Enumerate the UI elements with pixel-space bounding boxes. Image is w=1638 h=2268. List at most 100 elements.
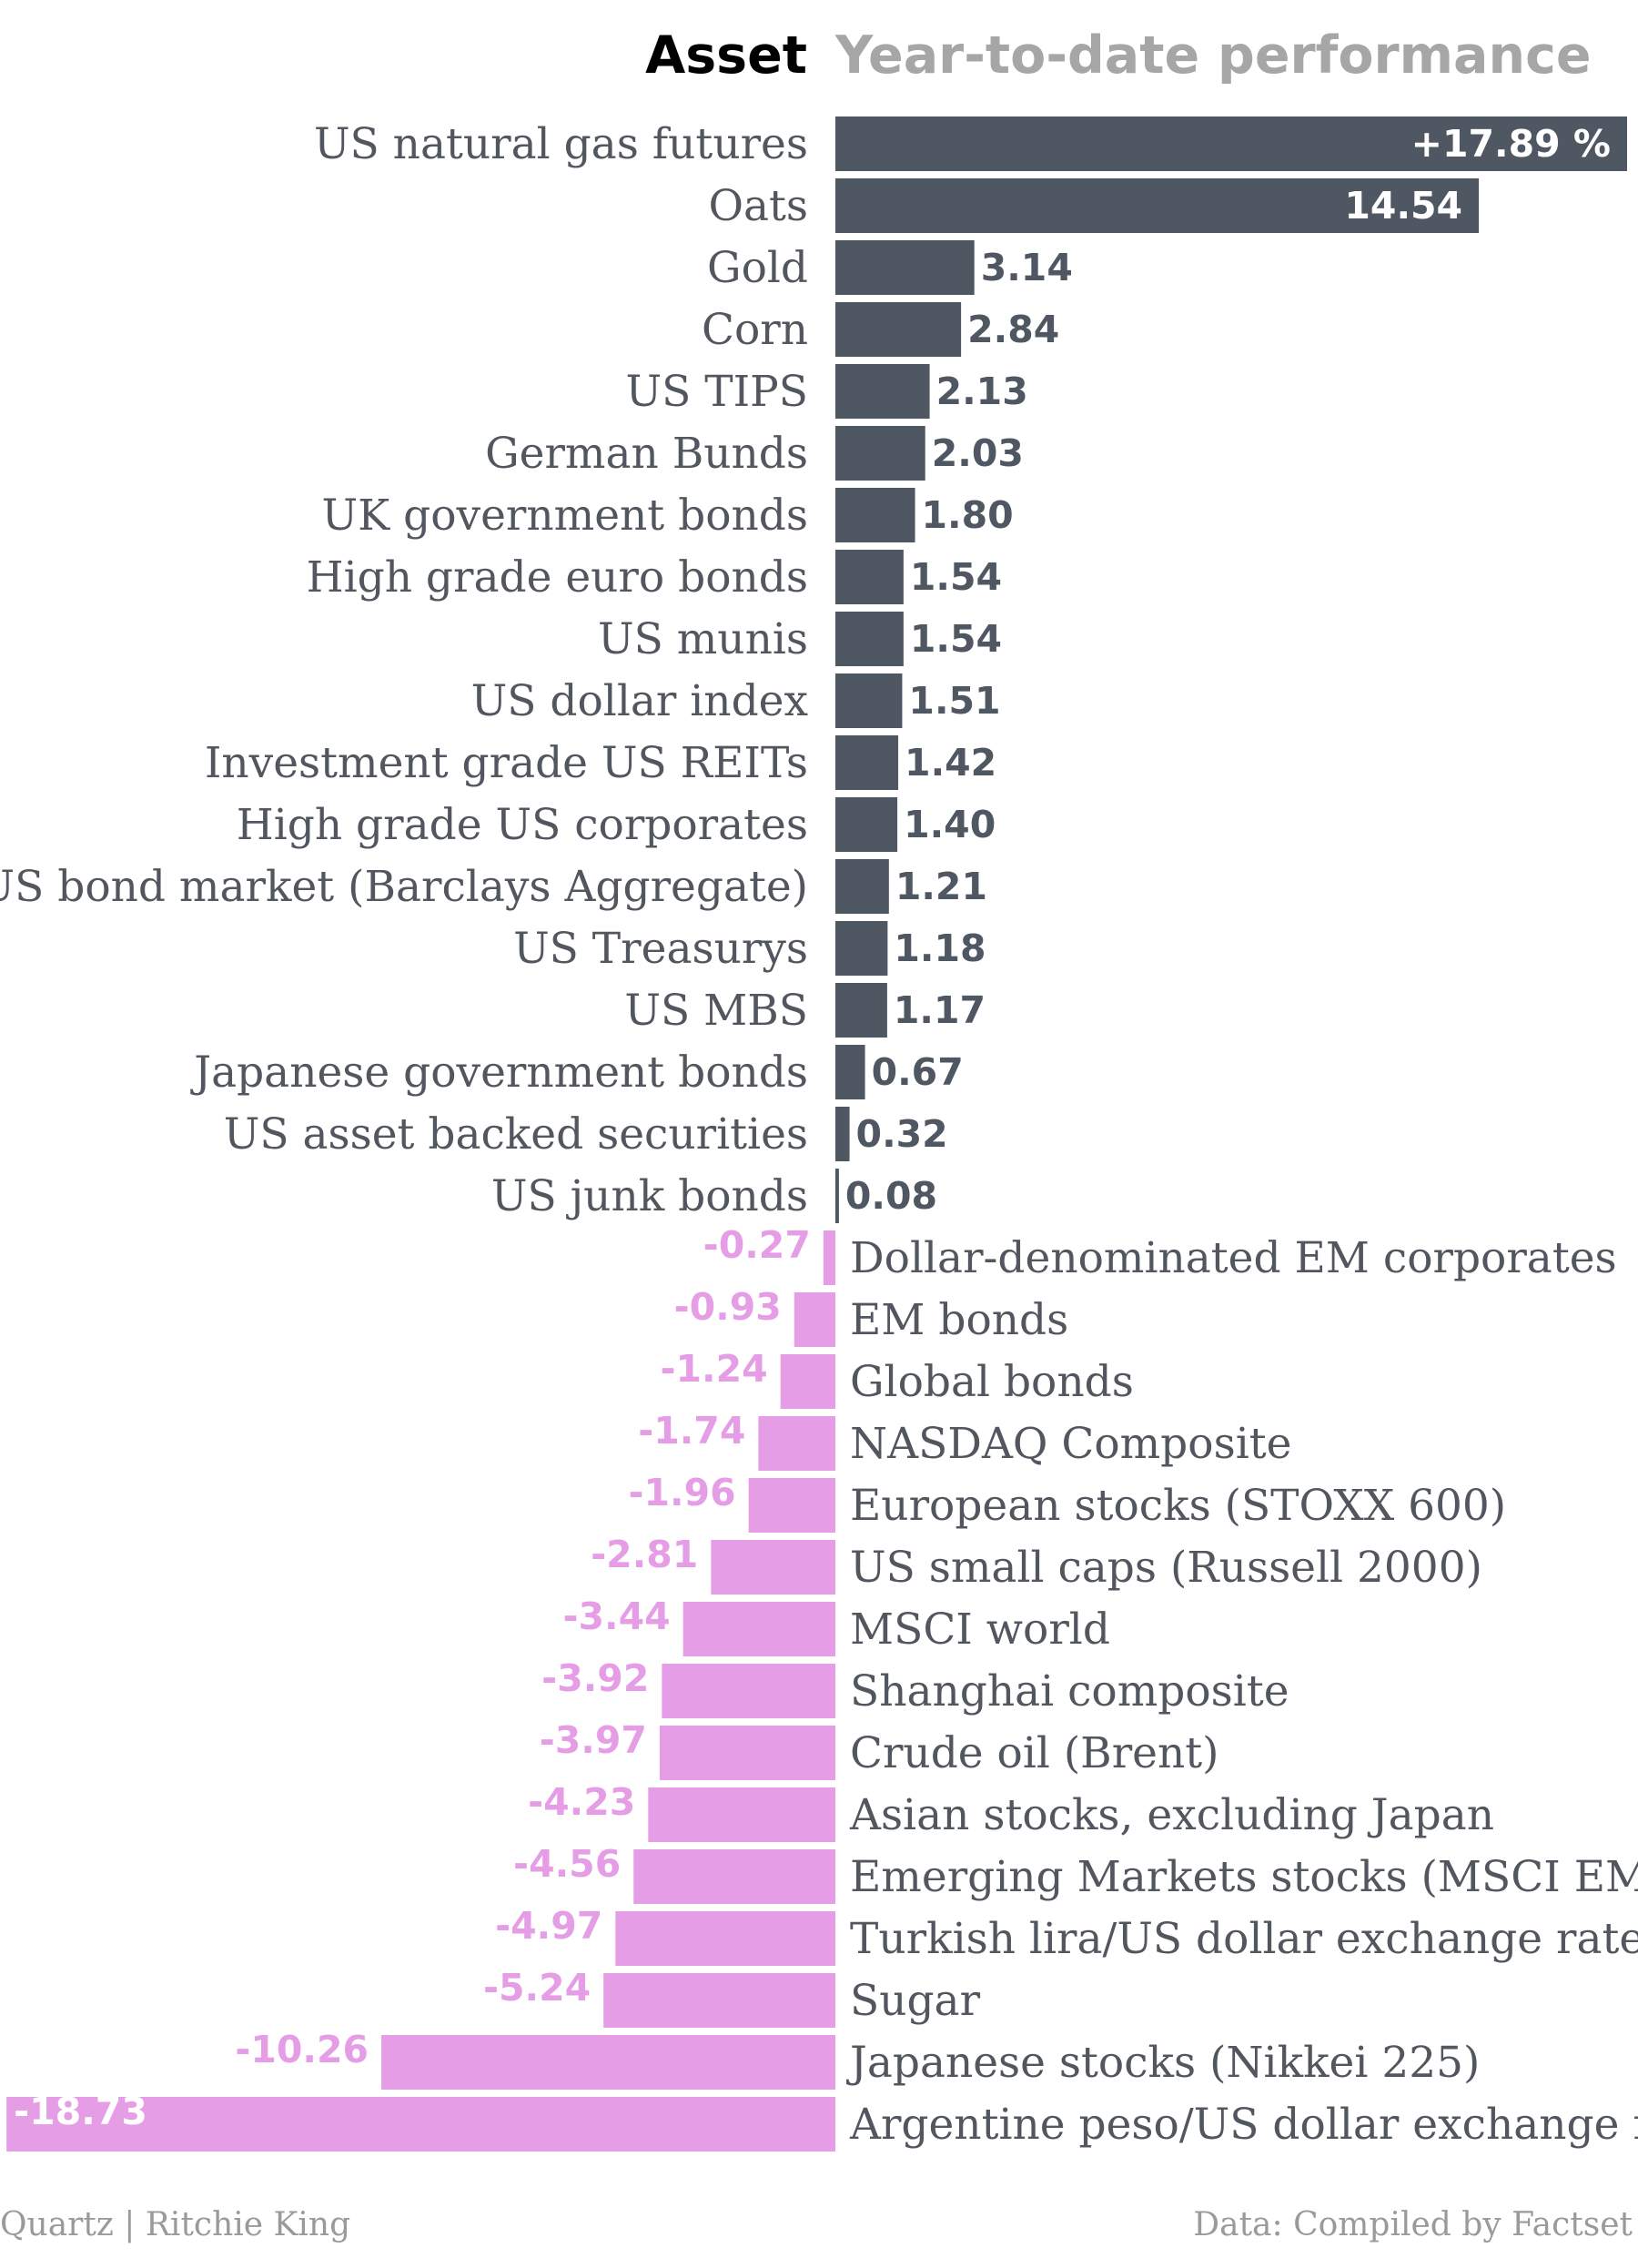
category-label-high-grade-euro-bonds: High grade euro bonds: [307, 552, 808, 602]
value-label-gold: 3.14: [981, 246, 1073, 289]
bar-dollar-denominated-em-corporates: [823, 1230, 835, 1285]
value-label-uk-government-bonds: 1.80: [922, 493, 1014, 537]
category-label-investment-grade-us-reits: Investment grade US REITs: [205, 738, 808, 788]
bar-japanese-government-bonds: [835, 1045, 865, 1099]
category-label-japanese-stocks-nikkei-225: Japanese stocks (Nikkei 225): [846, 2038, 1480, 2088]
bar-us-bond-market-barclays-aggregate: [835, 859, 889, 914]
category-label-us-treasurys: US Treasurys: [513, 924, 808, 974]
value-label-argentine-peso-us-dollar-exchange-rate: -18.73: [14, 2090, 147, 2133]
value-label-us-tips: 2.13: [936, 370, 1028, 413]
value-label-crude-oil-brent: -3.97: [540, 1718, 647, 1762]
bar-investment-grade-us-reits: [835, 735, 899, 790]
category-label-uk-government-bonds: UK government bonds: [322, 491, 809, 541]
category-label-us-asset-backed-securities: US asset backed securities: [224, 1109, 808, 1159]
value-label-emerging-markets-stocks-msci-em: -4.56: [513, 1842, 621, 1886]
category-label-us-bond-market-barclays-aggregate: US bond market (Barclays Aggregate): [0, 862, 808, 912]
bar-us-small-caps-russell-2000: [711, 1540, 835, 1595]
bar-us-dollar-index: [835, 673, 903, 728]
bar-oats: [835, 178, 1480, 233]
bar-japanese-stocks-nikkei-225: [381, 2035, 835, 2090]
category-label-argentine-peso-us-dollar-exchange-rate: Argentine peso/US dollar exchange rate: [849, 2100, 1638, 2150]
category-label-emerging-markets-stocks-msci-em: Emerging Markets stocks (MSCI EM): [850, 1852, 1638, 1902]
bar-turkish-lira-us-dollar-exchange-rate: [615, 1911, 835, 1966]
value-label-german-bunds: 2.03: [932, 431, 1024, 475]
category-label-us-small-caps-russell-2000: US small caps (Russell 2000): [850, 1543, 1482, 1593]
value-label-us-natural-gas-futures: +17.89 %: [1411, 122, 1611, 166]
header-asset: Asset: [645, 25, 807, 86]
bars-group: US natural gas futures +17.89 % Oats 14.54 G…: [0, 116, 1638, 2152]
credit-text: Quartz | Ritchie King: [0, 2206, 350, 2243]
category-label-gold: Gold: [707, 243, 808, 293]
category-label-japanese-government-bonds: Japanese government bonds: [190, 1048, 808, 1098]
value-label-japanese-stocks-nikkei-225: -10.26: [235, 2028, 369, 2071]
chart-title: Year-to-date performance: [834, 25, 1592, 86]
bar-shanghai-composite: [662, 1664, 835, 1718]
value-label-us-junk-bonds: 0.08: [845, 1174, 937, 1218]
source-text: Data: Compiled by Factset: [1193, 2206, 1633, 2243]
value-label-us-small-caps-russell-2000: -2.81: [591, 1533, 698, 1576]
bar-crude-oil-brent: [659, 1726, 835, 1780]
value-label-high-grade-us-corporates: 1.40: [904, 803, 996, 846]
value-label-us-treasurys: 1.18: [894, 926, 986, 970]
category-label-european-stocks-stoxx-600: European stocks (STOXX 600): [850, 1481, 1506, 1531]
value-label-us-bond-market-barclays-aggregate: 1.21: [895, 865, 987, 908]
value-label-us-munis: 1.54: [910, 617, 1002, 661]
bar-em-bonds: [794, 1292, 835, 1347]
value-label-investment-grade-us-reits: 1.42: [905, 741, 996, 785]
value-label-sugar: -5.24: [483, 1966, 591, 2010]
value-label-turkish-lira-us-dollar-exchange-rate: -4.97: [495, 1904, 602, 1948]
category-label-shanghai-composite: Shanghai composite: [850, 1666, 1289, 1716]
bar-us-tips: [835, 364, 930, 419]
category-label-us-natural-gas-futures: US natural gas futures: [314, 119, 808, 169]
bar-us-natural-gas-futures: [835, 116, 1627, 171]
bar-us-treasurys: [835, 921, 888, 976]
bar-gold: [835, 240, 975, 295]
bar-sugar: [603, 1973, 835, 2028]
category-label-us-tips: US TIPS: [626, 367, 808, 417]
bar-high-grade-us-corporates: [835, 797, 898, 852]
value-label-high-grade-euro-bonds: 1.54: [910, 555, 1002, 599]
value-label-european-stocks-stoxx-600: -1.96: [628, 1471, 735, 1514]
category-label-german-bunds: German Bunds: [485, 429, 808, 479]
value-label-us-dollar-index: 1.51: [908, 679, 1000, 723]
bar-high-grade-euro-bonds: [835, 550, 904, 604]
value-label-msci-world: -3.44: [563, 1595, 671, 1638]
category-label-sugar: Sugar: [850, 1976, 981, 2026]
value-label-oats: 14.54: [1344, 184, 1462, 228]
bar-european-stocks-stoxx-600: [748, 1478, 835, 1533]
bar-nasdaq-composite: [758, 1416, 835, 1471]
category-label-global-bonds: Global bonds: [850, 1357, 1134, 1407]
value-label-us-asset-backed-securities: 0.32: [856, 1112, 948, 1156]
category-label-dollar-denominated-em-corporates: Dollar-denominated EM corporates: [850, 1233, 1617, 1283]
category-label-asian-stocks-excluding-japan: Asian stocks, excluding Japan: [849, 1790, 1494, 1840]
value-label-us-mbs: 1.17: [894, 988, 986, 1032]
category-label-turkish-lira-us-dollar-exchange-rate: Turkish lira/US dollar exchange rate: [850, 1914, 1638, 1964]
bar-us-munis: [835, 612, 904, 666]
value-label-nasdaq-composite: -1.74: [638, 1409, 745, 1453]
category-label-corn: Corn: [702, 305, 808, 355]
bar-uk-government-bonds: [835, 488, 915, 542]
bar-asian-stocks-excluding-japan: [648, 1787, 835, 1842]
bar-argentine-peso-us-dollar-exchange-rate: [6, 2097, 835, 2152]
category-label-us-mbs: US MBS: [624, 986, 808, 1036]
bar-german-bunds: [835, 426, 925, 481]
value-label-shanghai-composite: -3.92: [541, 1656, 649, 1700]
bar-us-asset-backed-securities: [835, 1107, 850, 1161]
category-label-us-junk-bonds: US junk bonds: [491, 1171, 808, 1221]
category-label-msci-world: MSCI world: [850, 1605, 1110, 1655]
bar-msci-world: [682, 1602, 835, 1656]
category-label-nasdaq-composite: NASDAQ Composite: [850, 1419, 1291, 1469]
value-label-corn: 2.84: [967, 308, 1059, 351]
bar-us-mbs: [835, 983, 887, 1038]
category-label-em-bonds: EM bonds: [850, 1295, 1068, 1345]
category-label-us-munis: US munis: [598, 614, 808, 664]
value-label-em-bonds: -0.93: [674, 1285, 782, 1329]
value-label-asian-stocks-excluding-japan: -4.23: [528, 1780, 635, 1824]
category-label-oats: Oats: [708, 181, 808, 231]
category-label-us-dollar-index: US dollar index: [471, 676, 808, 726]
bar-corn: [835, 302, 962, 357]
value-label-japanese-government-bonds: 0.67: [872, 1050, 964, 1094]
value-label-global-bonds: -1.24: [661, 1347, 768, 1391]
bar-us-junk-bonds: [835, 1169, 839, 1223]
